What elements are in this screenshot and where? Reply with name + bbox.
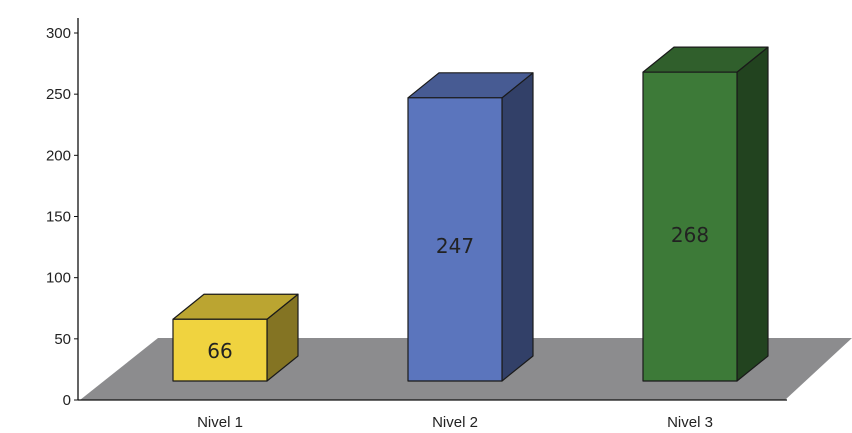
chart-labels: 0 50 100 150 200 250 300 66 Nivel 1 247 Nivel 2 268…	[46, 25, 713, 431]
bar-2	[407, 72, 534, 382]
bar-1	[172, 293, 299, 382]
bar-front-face	[172, 318, 268, 382]
chart-bars	[172, 46, 769, 382]
chart-axes	[74, 18, 787, 401]
bar-value-label: 268	[671, 223, 709, 247]
bar-front-face	[407, 97, 503, 382]
x-category-label: Nivel 1	[197, 414, 243, 431]
y-tick-label: 300	[46, 25, 71, 42]
bar-side-face	[736, 46, 769, 382]
y-tick-label: 200	[46, 147, 71, 164]
y-tick-label: 150	[46, 209, 71, 226]
bar-front-face	[642, 71, 738, 382]
bar-value-label: 247	[436, 234, 474, 258]
x-category-label: Nivel 3	[667, 414, 713, 431]
bar-3	[642, 46, 769, 382]
y-tick-label: 100	[46, 270, 71, 287]
bar-side-face	[501, 72, 534, 382]
bar-value-label: 66	[207, 339, 232, 363]
x-category-label: Nivel 2	[432, 414, 478, 431]
y-tick-label: 0	[63, 392, 71, 409]
y-tick-label: 250	[46, 86, 71, 103]
y-tick-label: 50	[54, 331, 71, 348]
